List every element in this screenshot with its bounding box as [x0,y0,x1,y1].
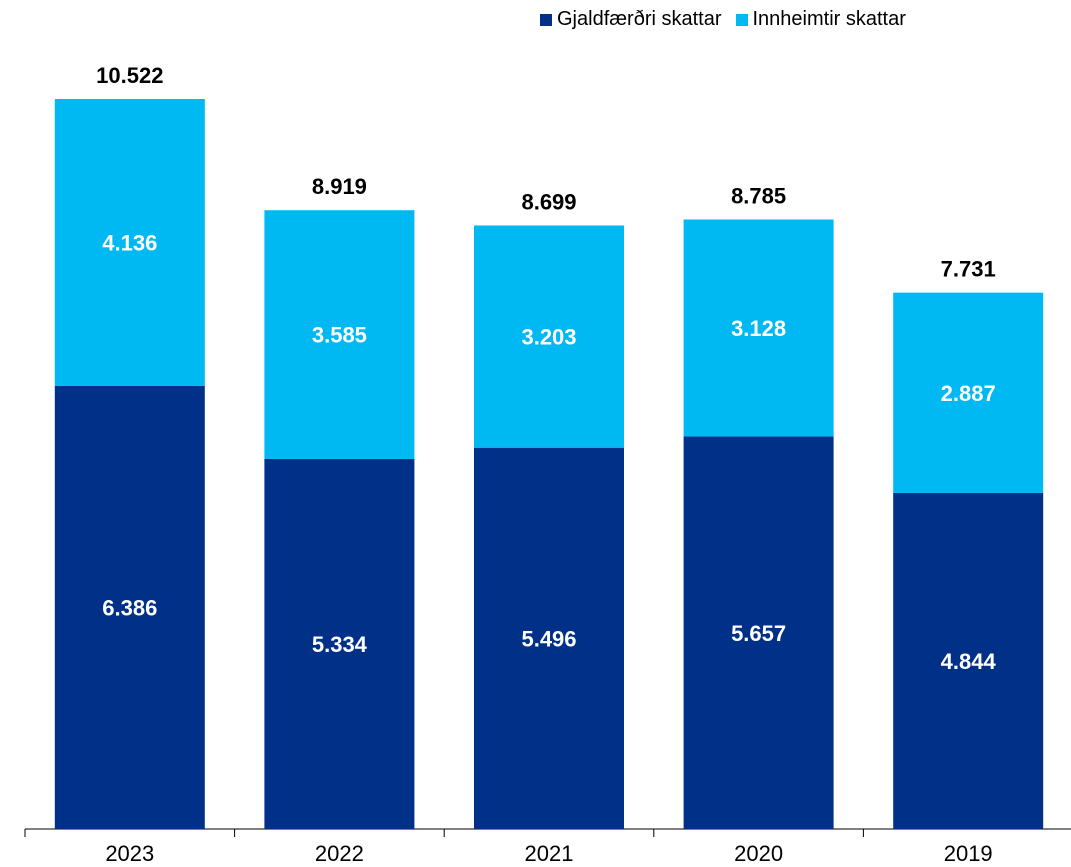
data-label-innheimtir-2021: 3.203 [521,325,576,350]
bar-segment-gjaldfaerdri-2022 [264,458,415,829]
x-tick-label-2021: 2021 [525,841,574,866]
total-label-2019: 7.731 [941,257,996,282]
total-label-2020: 8.785 [731,184,786,209]
data-label-innheimtir-2022: 3.585 [312,323,367,348]
data-label-gjaldfaerdri-2022: 5.334 [312,632,368,657]
data-label-innheimtir-2023: 4.136 [102,230,157,255]
bar-segment-gjaldfaerdri-2020 [683,436,834,829]
data-label-gjaldfaerdri-2023: 6.386 [102,595,157,620]
legend: Gjaldfærðri skattar Innheimtir skattar [540,8,906,31]
total-label-2023: 10.522 [96,63,163,88]
bar-segment-innheimtir-2023 [54,99,205,386]
total-label-2021: 8.699 [521,189,576,214]
bar-segment-gjaldfaerdri-2023 [54,385,205,829]
bar-segment-gjaldfaerdri-2021 [474,447,624,829]
x-tick-label-2023: 2023 [105,841,154,866]
legend-label-innheimtir: Innheimtir skattar [752,8,906,30]
total-label-2022: 8.919 [312,174,367,199]
legend-swatch-innheimtir [735,13,748,26]
legend-swatch-gjaldfaerdri [540,13,552,26]
data-label-gjaldfaerdri-2021: 5.496 [521,626,576,651]
data-label-gjaldfaerdri-2019: 4.844 [941,649,997,674]
legend-item-gjaldfaerdri: Gjaldfærðri skattar [540,8,722,31]
legend-label-gjaldfaerdri: Gjaldfærðri skattar [557,8,722,30]
bar-segment-innheimtir-2021 [474,225,624,448]
data-label-innheimtir-2019: 2.887 [941,381,996,406]
legend-item-innheimtir: Innheimtir skattar [735,8,906,31]
bar-segment-innheimtir-2019 [893,292,1044,493]
data-label-innheimtir-2020: 3.128 [731,316,786,341]
data-label-gjaldfaerdri-2020: 5.657 [731,621,786,646]
bar-segment-innheimtir-2022 [264,210,415,459]
bar-segment-gjaldfaerdri-2019 [893,492,1044,829]
x-tick-label-2019: 2019 [944,841,993,866]
x-tick-label-2020: 2020 [734,841,783,866]
bar-segment-innheimtir-2020 [683,219,834,437]
x-tick-label-2022: 2022 [315,841,364,866]
